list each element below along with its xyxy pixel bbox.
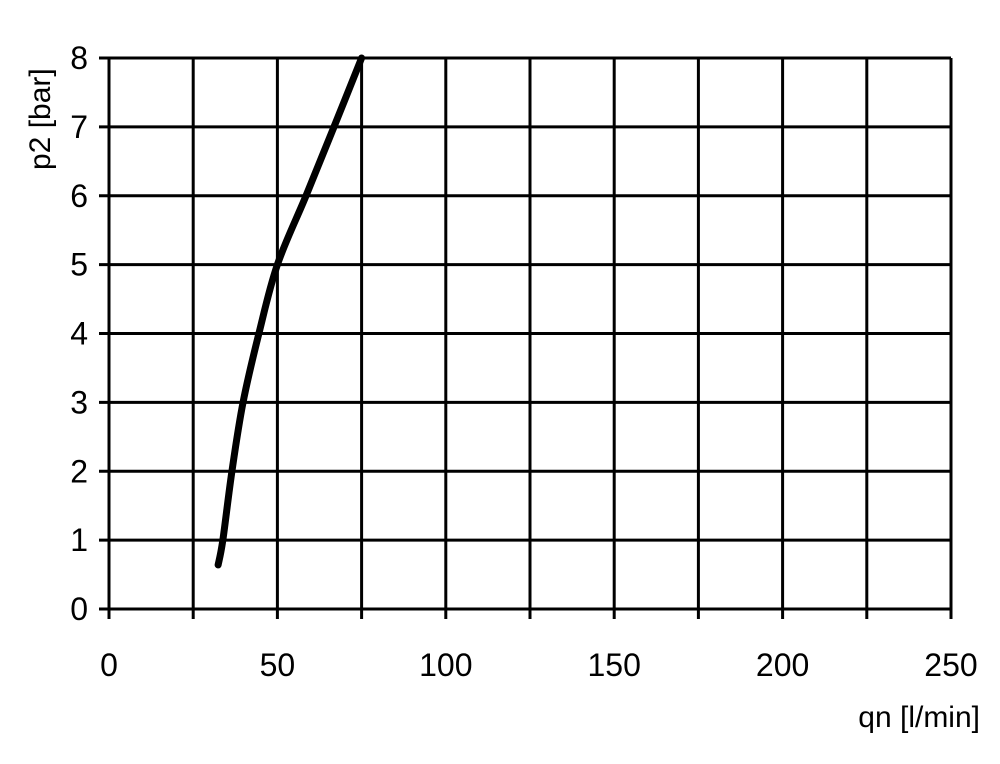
x-axis-label: qn [l/min] [858,701,980,734]
y-tick-label: 0 [70,591,88,627]
y-tick-label: 4 [70,316,88,352]
x-tick-label: 200 [756,647,809,683]
series-line [214,54,366,569]
y-tick-label: 7 [70,109,88,145]
x-tick-label: 150 [588,647,641,683]
y-tick-label: 2 [70,453,88,489]
x-tick-label: 50 [260,647,296,683]
x-tick-label: 0 [100,647,118,683]
y-axis-label: p2 [bar] [24,68,57,170]
y-tick-label: 5 [70,247,88,283]
y-tick-label: 6 [70,178,88,214]
x-tick-label: 250 [924,647,977,683]
tick-labels: 0 50 100 150 200 250 0 1 2 3 4 5 6 7 8 [70,40,977,683]
grid [99,56,953,619]
x-tick-label: 100 [419,647,472,683]
y-tick-label: 8 [70,40,88,76]
series [214,54,366,569]
y-tick-label: 3 [70,384,88,420]
y-tick-label: 1 [70,522,88,558]
